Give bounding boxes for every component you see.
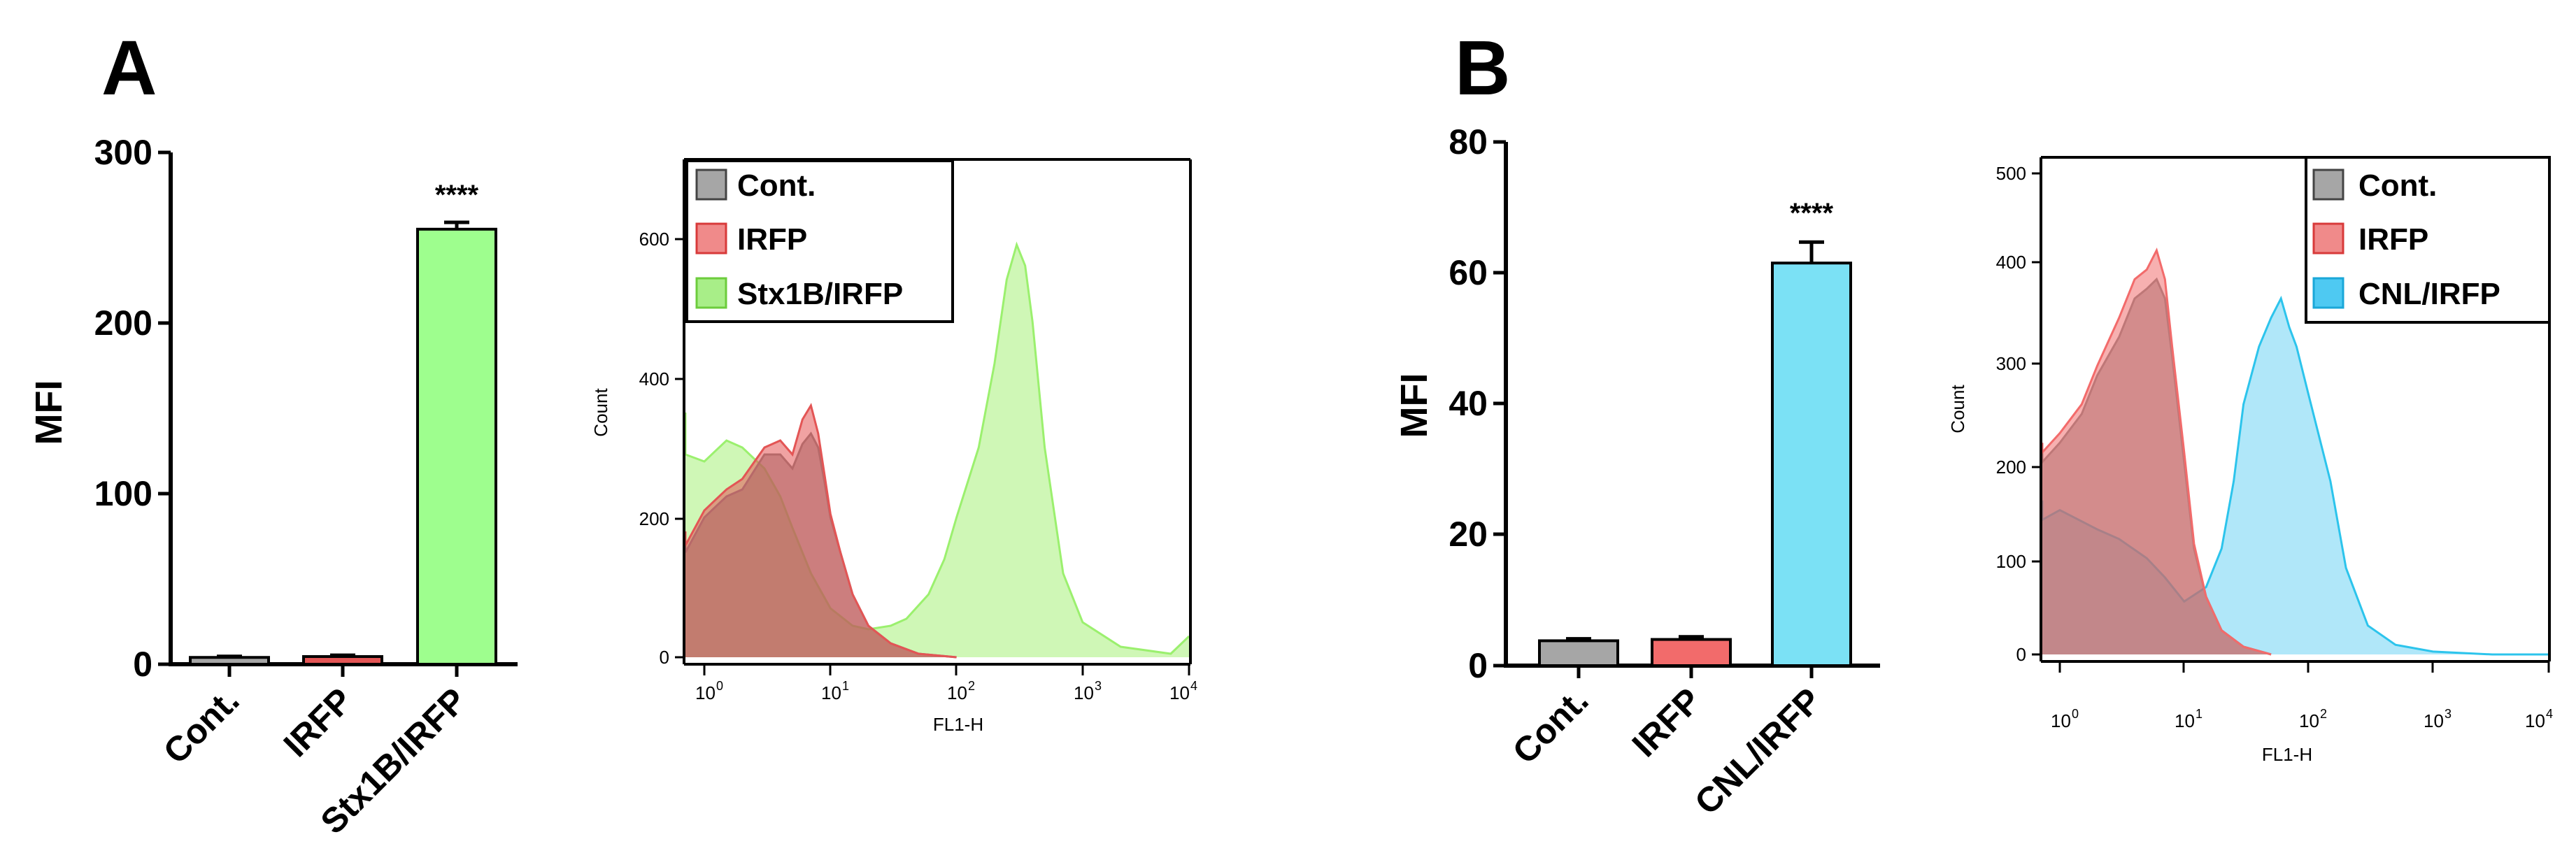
- hist-b-legend-label: Cont.: [2358, 169, 2437, 203]
- bar-chart-b: MFI 0 20 40 60 80 Cont. IRFP CNL/IRFP **…: [1393, 122, 1880, 822]
- bar-b-category-label: CNL/IRFP: [1687, 680, 1829, 822]
- hist-b-ytick-label: 0: [2016, 644, 2026, 665]
- hist-b-ytick-label: 200: [1996, 457, 2026, 478]
- hist-b-xtick-exp: 1: [2196, 707, 2203, 721]
- histogram-a: Count FL1-H 0 200 400 600 10 0 10 1 10 2…: [590, 158, 1197, 735]
- hist-b-xtick-exp: 3: [2445, 707, 2452, 721]
- hist-a-legend-swatch-irfp: [695, 222, 727, 255]
- hist-b-ytick-label: 500: [1996, 163, 2026, 184]
- bar-a-category-label: Cont.: [156, 680, 247, 771]
- hist-a-xtick-base: 10: [947, 682, 967, 703]
- hist-b-xtick-base: 10: [2175, 710, 2195, 731]
- hist-a-ytick-label: 200: [639, 508, 669, 529]
- bar: [189, 656, 270, 666]
- hist-a-xtick-exp: 0: [716, 679, 723, 693]
- bar-b-ytick-label: 80: [1449, 122, 1488, 162]
- hist-b-legend-swatch-cnl: [2312, 277, 2344, 309]
- bar-b-category-label: IRFP: [1625, 680, 1709, 764]
- bar-b-significance: ****: [1790, 198, 1834, 229]
- hist-a-xtick-exp: 1: [842, 679, 849, 693]
- hist-a-legend: Cont. IRFP Stx1B/IRFP: [685, 159, 954, 323]
- bar-b-ytick-label: 60: [1449, 253, 1488, 292]
- bar-a-ytick-label: 200: [94, 303, 152, 343]
- bar: [1771, 261, 1852, 667]
- bar-b-ytick-label: 40: [1449, 384, 1488, 423]
- hist-b-xtick-base: 10: [2525, 710, 2545, 731]
- hist-b-xtick-base: 10: [2424, 710, 2444, 731]
- histogram-a-series: [684, 241, 1190, 659]
- hist-a-ytick-label: 0: [660, 647, 669, 668]
- bar-a-ytick-label: 300: [94, 133, 152, 172]
- histogram-b-series: [2041, 248, 2548, 656]
- bar-a-ytick-label: 0: [133, 645, 152, 684]
- bar-b-marks: [1538, 240, 1852, 667]
- bar: [1651, 638, 1732, 667]
- bar: [416, 227, 497, 666]
- bar-b-ticks: 0 20 40 60 80: [1449, 122, 1506, 685]
- hist-a-xtick-base: 10: [1169, 682, 1190, 703]
- bar-a-significance: ****: [435, 180, 479, 210]
- hist-b-xtick-base: 10: [2299, 710, 2319, 731]
- histogram-area: [685, 406, 957, 657]
- hist-b-ytick-label: 300: [1996, 353, 2026, 374]
- hist-a-yticks: 0 200 400 600: [639, 229, 684, 668]
- hist-b-xtick-exp: 0: [2072, 707, 2079, 721]
- hist-a-ylabel: Count: [590, 388, 611, 437]
- bar-a-ylabel: MFI: [28, 380, 70, 445]
- hist-b-legend-swatch-irfp: [2312, 222, 2344, 255]
- hist-b-xtick-exp: 2: [2320, 707, 2327, 721]
- hist-b-xtick-exp: 4: [2546, 707, 2553, 721]
- hist-b-ytick-label: 400: [1996, 252, 2026, 273]
- histogram-area: [2042, 298, 2548, 654]
- hist-a-legend-swatch-cont: [695, 169, 727, 201]
- bar-chart-a: MFI 0 100 200 300 Cont. IRFP Stx1B/IRFP …: [28, 133, 518, 841]
- hist-b-legend-label: IRFP: [2358, 222, 2428, 257]
- hist-b-yticks: 0 100 200 300 400 500: [1996, 163, 2041, 665]
- bar-b-ytick-label: 20: [1449, 515, 1488, 554]
- hist-b-xlabel: FL1-H: [2262, 744, 2312, 765]
- hist-a-ytick-label: 600: [639, 229, 669, 250]
- panel-label-a: A: [101, 25, 157, 111]
- hist-b-ytick-label: 100: [1996, 551, 2026, 572]
- hist-a-xtick-base: 10: [821, 682, 841, 703]
- bar-b-category-label: Cont.: [1505, 680, 1596, 771]
- hist-a-legend-label: Cont.: [737, 169, 816, 203]
- hist-b-legend: Cont. IRFP CNL/IRFP: [2305, 156, 2551, 324]
- bar-a-ytick-label: 100: [94, 474, 152, 513]
- bar-a-ticks: 0 100 200 300: [94, 133, 171, 684]
- hist-a-legend-label: Stx1B/IRFP: [737, 277, 903, 311]
- histogram-line: [684, 403, 957, 659]
- hist-b-legend-label: CNL/IRFP: [2358, 277, 2500, 311]
- hist-b-xticks: 10 0 10 1 10 2 10 3 10 4: [2051, 661, 2553, 731]
- hist-a-xtick-base: 10: [695, 682, 716, 703]
- hist-a-legend-label: IRFP: [737, 222, 807, 257]
- bar: [1538, 639, 1619, 667]
- hist-b-legend-swatch-cont: [2312, 169, 2344, 201]
- bar-a-category-label: IRFP: [276, 680, 360, 764]
- bar-b-ytick-label: 0: [1468, 646, 1488, 685]
- histogram-line: [2041, 248, 2272, 656]
- bar: [302, 655, 383, 666]
- hist-b-xtick-base: 10: [2051, 710, 2071, 731]
- panel-label-b: B: [1455, 25, 1510, 111]
- hist-a-xtick-base: 10: [1074, 682, 1094, 703]
- hist-a-legend-swatch-stx1b: [695, 277, 727, 309]
- hist-a-xticks: 10 0 10 1 10 2 10 3 10 4: [695, 664, 1197, 703]
- bar-a-marks: [189, 220, 497, 666]
- hist-b-ylabel: Count: [1947, 385, 1968, 434]
- hist-a-xlabel: FL1-H: [933, 714, 983, 735]
- hist-a-legend-box: [685, 159, 954, 323]
- hist-a-xtick-exp: 4: [1190, 679, 1197, 693]
- hist-a-xtick-exp: 3: [1095, 679, 1102, 693]
- histogram-area: [2042, 250, 2272, 655]
- histogram-b: Count FL1-H 0 100 200 300 400 500 10 0 1…: [1947, 156, 2553, 765]
- hist-a-ytick-label: 400: [639, 368, 669, 389]
- bar-b-ylabel: MFI: [1393, 373, 1435, 438]
- hist-a-xtick-exp: 2: [968, 679, 975, 693]
- hist-b-legend-box: [2305, 156, 2551, 324]
